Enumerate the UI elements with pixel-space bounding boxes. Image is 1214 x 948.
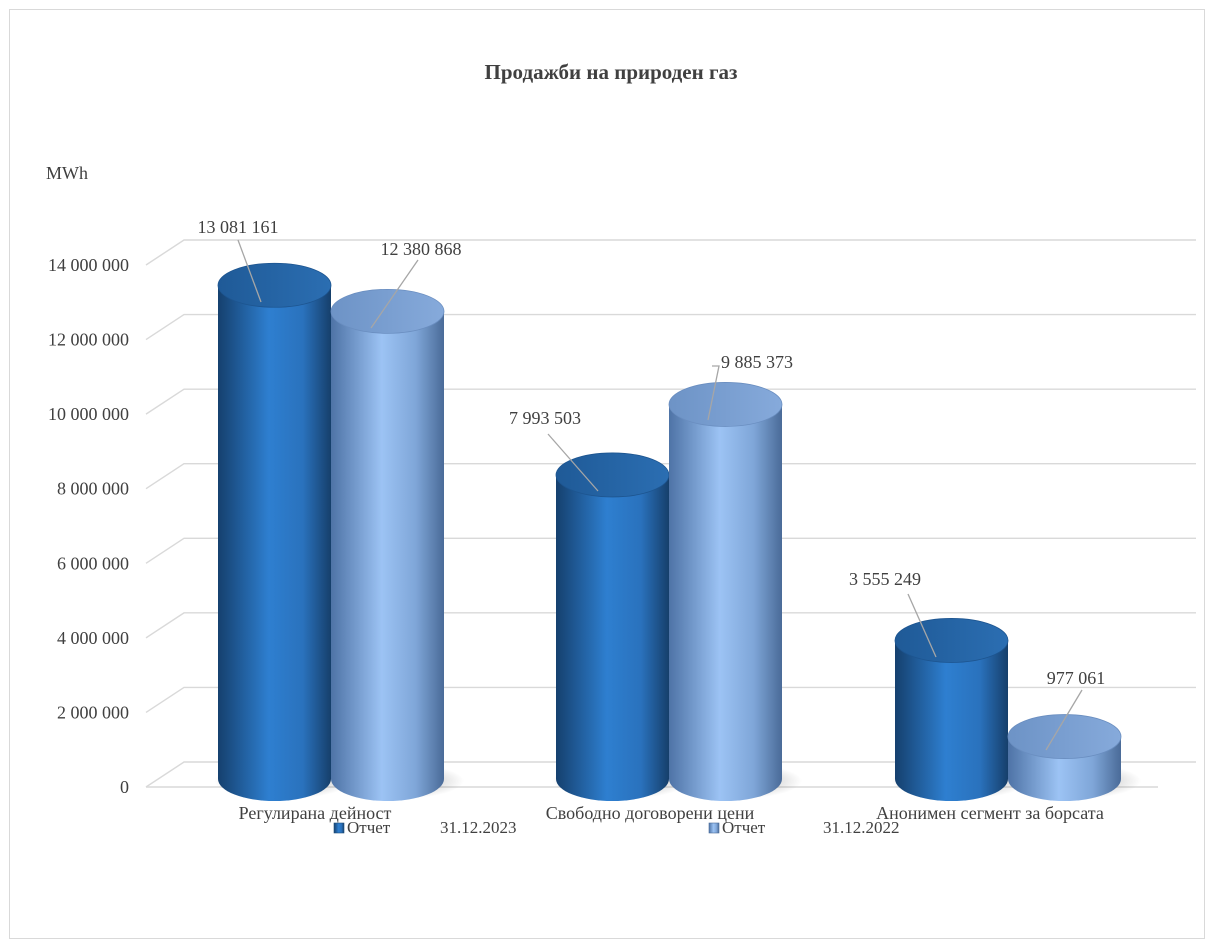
y-tick-label: 8 000 000: [57, 479, 129, 499]
data-label: 13 081 161: [198, 217, 279, 237]
legend-swatch-2023: [333, 822, 345, 834]
leader-line: [237, 239, 262, 303]
bar-1-2: [1004, 714, 1141, 801]
bar-top: [668, 382, 783, 427]
bar-body: [669, 404, 782, 801]
legend-label-2023: Отчет: [347, 818, 391, 837]
bar-1-0: [327, 288, 464, 801]
y-tick-label: 2 000 000: [57, 702, 129, 722]
bar-body: [331, 311, 444, 801]
legend: Отчет 31.12.2023 Отчет 31.12.2022: [333, 818, 900, 837]
bar-top: [217, 262, 332, 308]
bar-top: [555, 452, 670, 498]
y-tick-label: 4 000 000: [57, 628, 129, 648]
y-tick-label: 12 000 000: [48, 330, 129, 350]
leader-line: [907, 593, 937, 658]
y-tick-label: 6 000 000: [57, 553, 129, 573]
bar-0-0: [214, 262, 351, 801]
data-labels-layer: 13 081 161 12 380 868 Регулирана дейност 7 …: [198, 217, 1106, 823]
legend-item-2023: Отчет 31.12.2023: [333, 818, 517, 837]
bar-body: [895, 640, 1008, 801]
x-category-label: Свободно договорени цени: [546, 803, 755, 823]
legend-item-2022: Отчет 31.12.2022: [708, 818, 900, 837]
gridline: [145, 537, 1196, 564]
legend-swatch-2022: [708, 822, 720, 834]
x-category-label: Анонимен сегмент за борсата: [876, 803, 1104, 823]
gridline: [145, 313, 1196, 341]
bar-top: [1007, 714, 1122, 759]
leader-line: [370, 259, 419, 329]
bar-body: [556, 474, 669, 801]
bar-0-2: [891, 618, 1028, 801]
data-label: 3 555 249: [849, 569, 921, 589]
y-tick-label: 14 000 000: [48, 255, 129, 275]
y-tick-label: 0: [120, 777, 129, 797]
bar-top: [330, 288, 445, 334]
gridline: [145, 463, 1196, 490]
bar-top: [894, 618, 1009, 663]
data-label: 7 993 503: [509, 408, 581, 428]
leader-line: [707, 365, 720, 421]
gridline: [145, 761, 1196, 788]
y-tick-label: 10 000 000: [48, 404, 129, 424]
legend-date-2023: 31.12.2023: [440, 818, 517, 837]
leader-line: [547, 433, 599, 492]
data-label: 12 380 868: [381, 239, 462, 259]
bar-body: [218, 285, 331, 801]
legend-label-2022: Отчет: [722, 818, 766, 837]
bar-1-1: [665, 382, 802, 801]
gridline: [145, 612, 1196, 639]
bar-0-1: [552, 452, 689, 801]
gridline: [145, 388, 1196, 415]
y-axis-unit-label: MWh: [46, 163, 88, 183]
legend-date-2022: 31.12.2022: [823, 818, 900, 837]
x-category-label: Регулирана дейност: [239, 803, 392, 823]
data-label: 977 061: [1047, 668, 1106, 688]
chart-title: Продажби на природен газ: [485, 60, 738, 84]
gridline: [145, 239, 1196, 266]
bars-layer: [214, 262, 1141, 801]
gridline: [145, 686, 1196, 714]
data-label: 9 885 373: [721, 352, 793, 372]
leader-line: [1045, 689, 1083, 751]
